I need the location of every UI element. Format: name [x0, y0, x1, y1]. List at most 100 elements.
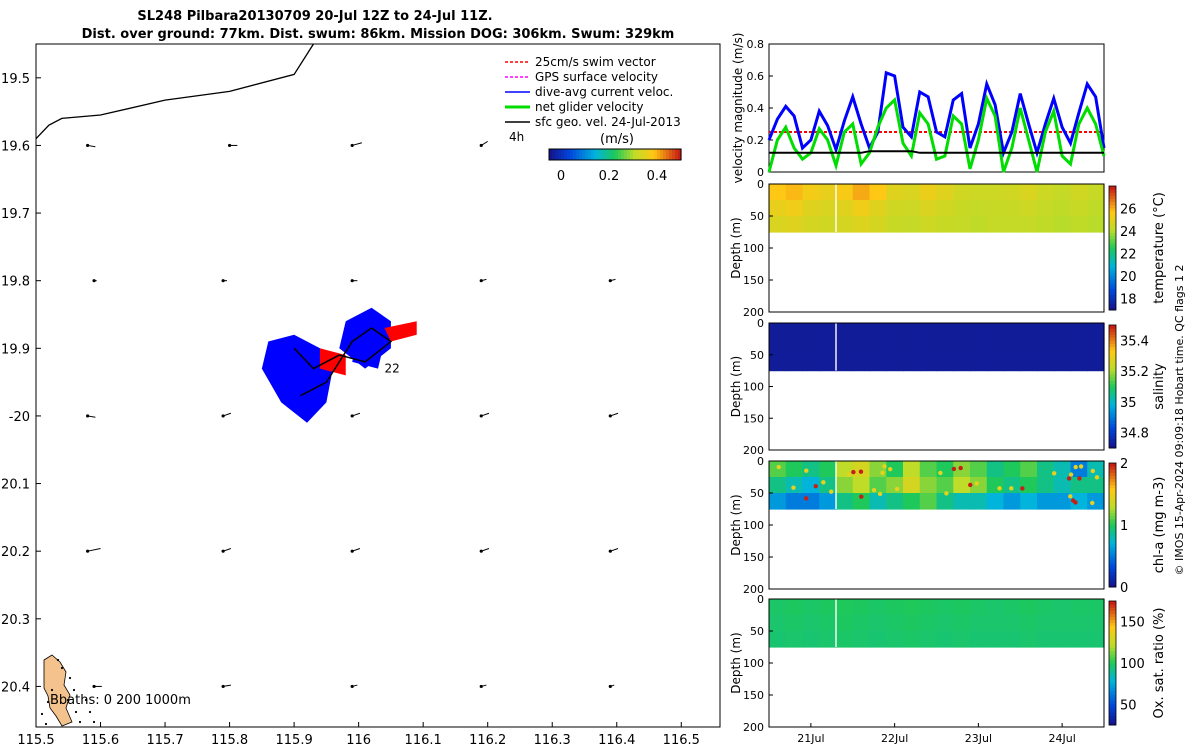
inset-dot	[56, 658, 60, 662]
map-ytick-label: 20.2	[1, 545, 30, 560]
section-cell	[936, 477, 954, 494]
section-colorbar-cell	[1109, 275, 1116, 280]
section-colorbar-tick: 22	[1120, 248, 1137, 263]
section-colorbar-cell	[1109, 411, 1116, 415]
colorbar-cell	[651, 149, 655, 160]
current-vector-cluster	[261, 334, 333, 423]
chla-highlight-dot	[951, 466, 957, 472]
section-ytick-label: 150	[743, 412, 764, 425]
section-cell	[819, 615, 837, 632]
chla-highlight-dot	[968, 482, 973, 488]
section-colorbar-cell	[1109, 282, 1116, 286]
section-colorbar-cell	[1109, 463, 1116, 467]
section-colorbar-cell	[1109, 346, 1116, 351]
section-cell	[802, 599, 820, 616]
section-colorbar-cell	[1109, 232, 1116, 237]
section-cell	[1020, 323, 1038, 340]
section-colorbar-cell	[1109, 263, 1116, 268]
section-ytick-label: 100	[743, 657, 764, 670]
section-cell	[852, 599, 871, 616]
section-colorbar-cell	[1109, 669, 1116, 673]
colorbar-frame	[548, 148, 682, 161]
section-cell	[1020, 200, 1038, 217]
section-cell	[986, 200, 1005, 217]
section-cell	[970, 216, 988, 233]
section-cell	[1087, 323, 1105, 340]
section-colorbar-cell	[1109, 681, 1116, 686]
section-ytick-label: 0	[757, 178, 764, 191]
section-colorbar-cell	[1109, 306, 1116, 311]
section-cell	[1087, 615, 1105, 632]
section-colorbar-tick: 2	[1120, 457, 1128, 472]
section-cell	[1020, 631, 1038, 648]
colorbar-cell	[594, 149, 598, 160]
section-cell	[919, 599, 938, 616]
section-cell	[869, 216, 887, 233]
section-cell	[802, 338, 820, 356]
section-colorbar-tick: 18	[1120, 293, 1137, 308]
section-cell	[802, 615, 820, 632]
section-cell	[836, 599, 854, 616]
section-colorbar-cell	[1109, 703, 1116, 707]
section-cell	[986, 216, 1005, 233]
colorbar-cell	[630, 149, 634, 160]
section-cell	[1003, 461, 1021, 478]
section-colorbar-cell	[1109, 235, 1116, 240]
section-cell	[769, 599, 787, 616]
chla-highlight-dot	[877, 491, 883, 497]
section-colorbar-cell	[1109, 622, 1116, 627]
inset-land	[43, 654, 73, 727]
chla-highlight-dot	[1051, 471, 1057, 476]
section-colorbar-frame	[1108, 324, 1117, 449]
section-cell	[869, 323, 887, 340]
section-colorbar-cell	[1109, 653, 1116, 658]
colorbar-cell	[564, 149, 568, 160]
section-cell	[953, 477, 971, 494]
section-cell	[919, 354, 938, 372]
colorbar-cell	[570, 149, 574, 160]
section-cell	[919, 477, 938, 494]
section-colorbar-cell	[1109, 328, 1116, 332]
section-colorbar-cell	[1109, 531, 1116, 535]
colorbar-tick: 0	[557, 169, 565, 184]
colorbar-cell	[672, 149, 676, 160]
geo-vector-head	[350, 279, 354, 283]
section-cell	[1053, 615, 1072, 632]
section-colorbar-cell	[1109, 506, 1116, 510]
section-colorbar-cell	[1109, 220, 1116, 224]
section-colorbar-cell	[1109, 574, 1116, 579]
colorbar-cell	[579, 149, 583, 160]
section-colorbar-cell	[1109, 294, 1116, 299]
section-cell	[1053, 354, 1072, 372]
velocity-ytick-label: 0.6	[747, 70, 765, 83]
section-colorbar-cell	[1109, 466, 1116, 470]
section-colorbar-tick: 20	[1120, 270, 1137, 285]
colorbar-cell	[648, 149, 652, 160]
section-cell	[919, 323, 938, 340]
chla-highlight-dot	[804, 468, 809, 473]
colorbar-cell	[606, 149, 610, 160]
section-ytick-label: 50	[750, 210, 764, 223]
section-colorbar-cell	[1109, 368, 1116, 372]
section-colorbar-cell	[1109, 577, 1116, 582]
section-cell	[903, 631, 921, 648]
colorbar-cell	[639, 149, 643, 160]
section-cell	[769, 477, 787, 494]
section-cell	[819, 200, 837, 217]
section-colorbar-cell	[1109, 195, 1116, 199]
section-cell	[919, 200, 938, 217]
chart-title-line2: Dist. over ground: 77km. Dist. swum: 86k…	[82, 27, 675, 42]
chla-highlight-dot	[887, 467, 893, 472]
section-cell	[970, 200, 988, 217]
section-cell	[986, 461, 1005, 478]
section-colorbar-cell	[1109, 364, 1116, 369]
section-cell	[1070, 184, 1088, 201]
colorbar-cell	[600, 149, 604, 160]
section-colorbar-cell	[1109, 395, 1116, 400]
section-cell	[903, 184, 921, 201]
section-colorbar-cell	[1109, 441, 1116, 446]
section-colorbar-cell	[1109, 472, 1116, 476]
section-ytick-label: 0	[757, 317, 764, 330]
section-cell	[1037, 200, 1055, 217]
